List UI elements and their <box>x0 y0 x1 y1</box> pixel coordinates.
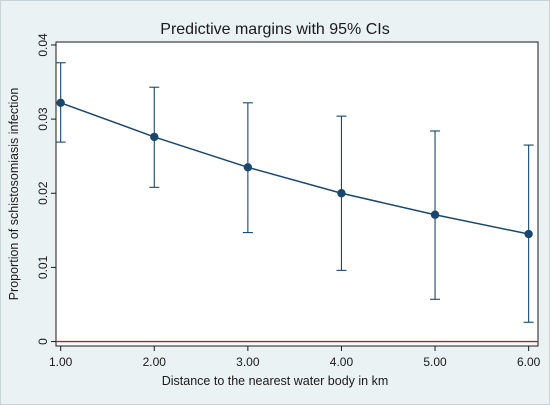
x-tick-label-5: 6.00 <box>517 355 541 369</box>
y-tick-label-1: 0.01 <box>36 255 50 279</box>
y-tick-label-3: 0.03 <box>36 107 50 131</box>
data-point-1 <box>150 132 159 142</box>
y-axis: 0 0.01 0.02 0.03 0.04 <box>36 33 56 345</box>
data-point-0 <box>56 98 65 108</box>
series-line-group <box>60 102 529 235</box>
x-tick-label-1: 2.00 <box>143 355 167 369</box>
x-tick-label-0: 1.00 <box>49 355 73 369</box>
y-tick-label-4: 0.04 <box>36 33 50 57</box>
x-axis: 1.00 2.00 3.00 4.00 5.00 6.00 <box>49 346 541 369</box>
y-axis-label: Proportion of schistosomiasis infection <box>7 88 21 301</box>
data-point-3 <box>337 189 346 198</box>
plot-area <box>55 41 539 347</box>
chart-title: Predictive margins with 95% CIs <box>160 21 389 38</box>
series-line <box>60 102 529 235</box>
x-tick-label-3: 4.00 <box>330 355 354 369</box>
data-points <box>56 98 533 239</box>
x-axis-label: Distance to the nearest water body in km <box>162 374 389 388</box>
data-point-5 <box>524 229 533 239</box>
x-tick-label-2: 3.00 <box>236 355 260 369</box>
data-point-4 <box>430 210 440 219</box>
y-tick-label-2: 0.02 <box>36 181 50 205</box>
x-tick-label-4: 5.00 <box>423 355 447 369</box>
data-point-2 <box>243 163 253 172</box>
y-tick-label-0: 0 <box>36 338 50 345</box>
